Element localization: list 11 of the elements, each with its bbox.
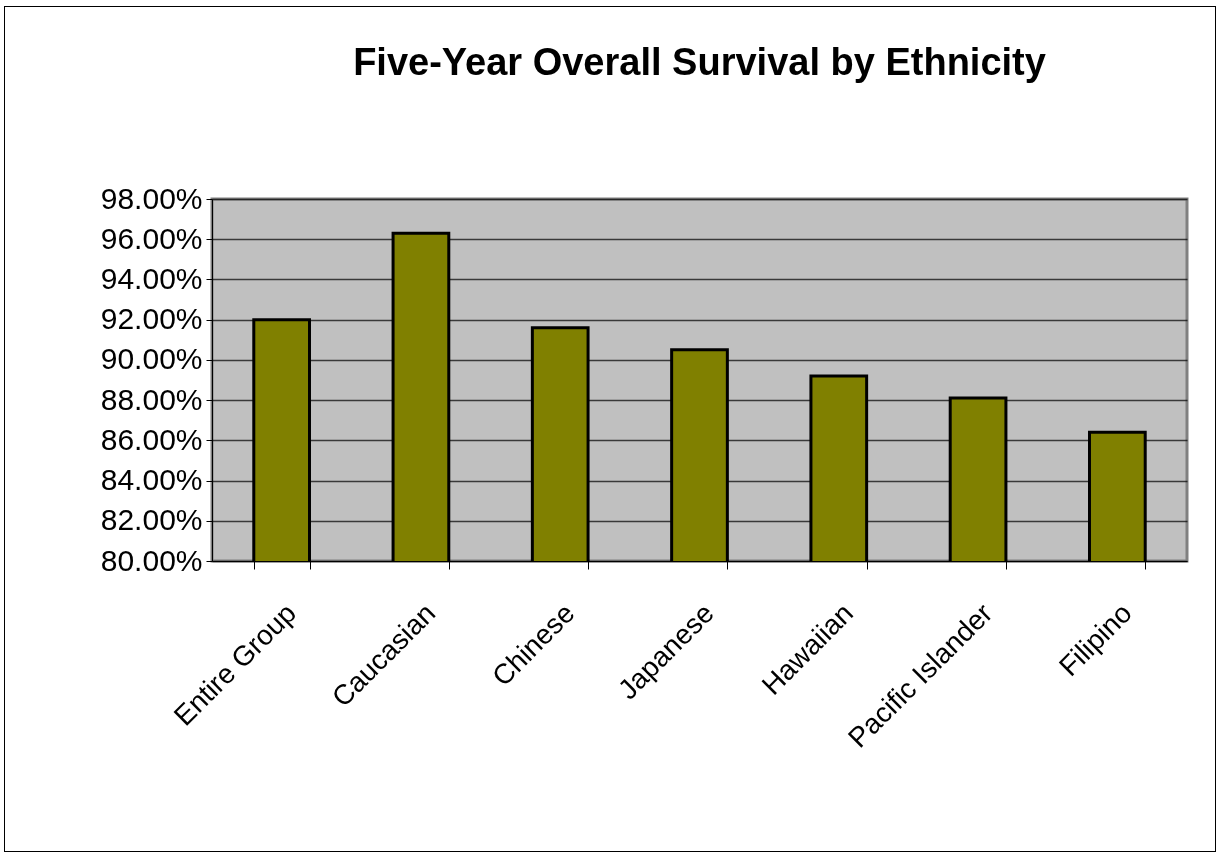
y-tick-label: 92.00% (100, 302, 203, 336)
y-tick-label: 82.00% (100, 503, 203, 537)
chart-title: Five-Year Overall Survival by Ethnicity (353, 41, 1046, 83)
y-tick-label: 94.00% (100, 261, 203, 295)
y-tick-label: 88.00% (100, 382, 203, 416)
y-tick-label: 98.00% (100, 181, 203, 215)
y-tick-label: 86.00% (100, 422, 203, 456)
y-tick-label: 80.00% (100, 543, 203, 577)
y-tick-label: 84.00% (100, 463, 203, 497)
y-tick-label: 90.00% (100, 342, 203, 376)
y-tick-label: 96.00% (100, 221, 203, 255)
